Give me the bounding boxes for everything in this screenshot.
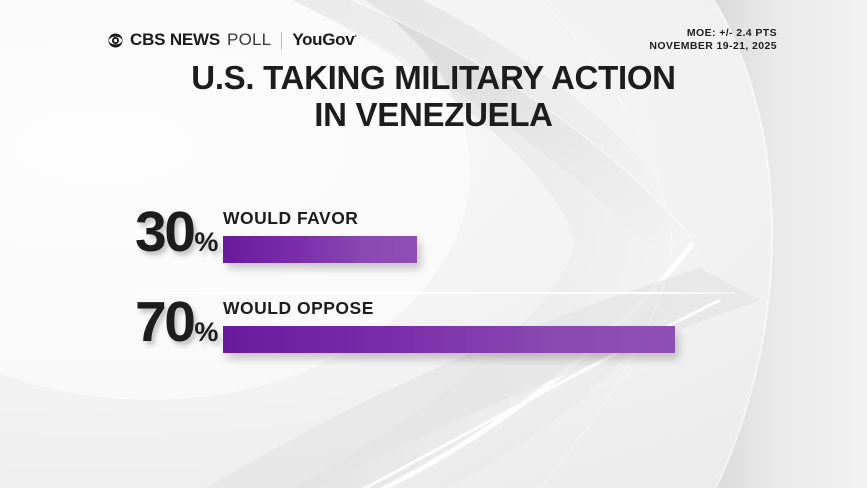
poll-metadata: MOE: +/- 2.4 PTS NOVEMBER 19-21, 2025 (649, 27, 777, 53)
result-label: WOULD OPPOSE (223, 298, 374, 318)
brand-cbs-news: CBS NEWS (130, 30, 221, 49)
brand-yougov-text: YouGov (292, 30, 355, 49)
header: CBS NEWS POLL YouGov• MOE: +/- 2.4 PTS N… (0, 0, 867, 60)
bar-track (223, 326, 675, 353)
margin-of-error: MOE: +/- 2.4 PTS (686, 27, 777, 39)
title-line-1: U.S. TAKING MILITARY ACTION (191, 59, 676, 96)
result-percent-number: 70 (135, 290, 196, 354)
trademark-mark: • (354, 33, 357, 41)
page-title: U.S. TAKING MILITARY ACTION IN VENEZUELA (0, 59, 867, 134)
brand-poll: POLL (227, 30, 272, 49)
brand-divider (281, 31, 283, 49)
brand-lockup: CBS NEWS POLL YouGov• (108, 30, 357, 50)
result-row: 30 % WOULD FAVOR (0, 196, 867, 286)
result-bar (223, 236, 417, 263)
result-percent-symbol: % (194, 227, 219, 257)
row-divider (135, 292, 735, 294)
result-row: 70 % WOULD OPPOSE (0, 286, 867, 376)
result-percent-symbol: % (194, 317, 219, 347)
bar-track (223, 236, 417, 263)
results-list: 30 % WOULD FAVOR 70 % WOULD OPPOSE (0, 196, 867, 376)
result-bar (223, 326, 675, 353)
brand-yougov: YouGov• (292, 30, 357, 50)
poll-dates: NOVEMBER 19-21, 2025 (649, 40, 777, 53)
result-label: WOULD FAVOR (223, 208, 359, 228)
result-percent: 30 % (135, 204, 218, 261)
cbs-eye-icon (108, 32, 123, 48)
result-percent: 70 % (135, 294, 218, 351)
title-line-2: IN VENEZUELA (314, 95, 553, 133)
result-percent-number: 30 (135, 200, 196, 264)
